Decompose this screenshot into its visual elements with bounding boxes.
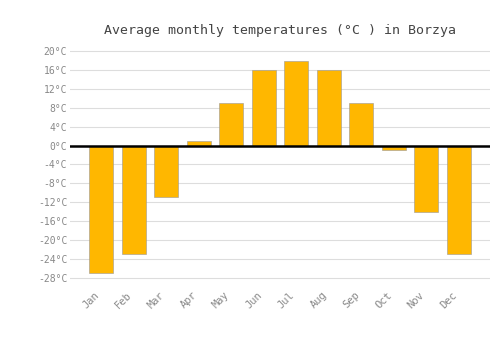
Bar: [446, 146, 471, 254]
Bar: [414, 146, 438, 212]
Bar: [219, 103, 244, 146]
Bar: [122, 146, 146, 254]
Bar: [186, 141, 211, 146]
Bar: [154, 146, 178, 197]
Bar: [382, 146, 406, 150]
Title: Average monthly temperatures (°C ) in Borzya: Average monthly temperatures (°C ) in Bo…: [104, 24, 456, 37]
Bar: [252, 70, 276, 146]
Bar: [316, 70, 341, 146]
Bar: [349, 103, 374, 146]
Bar: [284, 61, 308, 146]
Bar: [89, 146, 114, 273]
